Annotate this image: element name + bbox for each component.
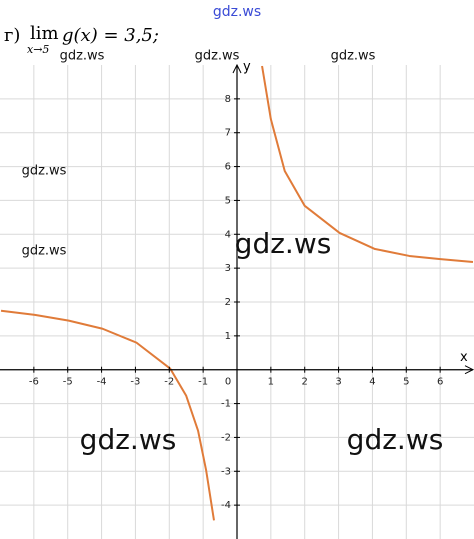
x-arrow bbox=[464, 365, 474, 375]
x-tick-label: 4 bbox=[369, 377, 375, 388]
x-tick-label: 0 bbox=[225, 377, 231, 388]
x-tick-label: -3 bbox=[130, 377, 140, 388]
curve bbox=[0, 65, 474, 521]
expression: g(x) = 3,5; bbox=[62, 25, 159, 46]
watermark: gdz.ws bbox=[213, 4, 261, 20]
watermark: gdz.ws bbox=[235, 227, 332, 260]
watermark: gdz.ws bbox=[347, 423, 444, 456]
axes: -6 -5 -4 -3 -2 -1 0 1 2 3 4 5 6 -4 -3 -2 -1 1 2 3 4 5 6 7 8 x y bbox=[0, 60, 474, 539]
y-tick-label: 1 bbox=[225, 331, 231, 342]
x-tick-label: 2 bbox=[302, 377, 308, 388]
x-tick-label: -6 bbox=[29, 377, 39, 388]
watermark: gdz.ws bbox=[195, 49, 240, 64]
y-tick-label: -4 bbox=[221, 500, 231, 511]
y-tick-label: 6 bbox=[225, 162, 231, 173]
x-tick-label: -4 bbox=[97, 377, 107, 388]
y-tick-label: -1 bbox=[221, 399, 231, 410]
watermark: gdz.ws bbox=[80, 423, 177, 456]
x-tick-label: 6 bbox=[437, 377, 443, 388]
x-tick-label: -1 bbox=[198, 377, 208, 388]
lim: lim bbox=[30, 23, 59, 44]
watermark: gdz.ws bbox=[331, 49, 376, 64]
y-axis-label: y bbox=[243, 60, 251, 75]
y-tick-label: 8 bbox=[225, 94, 231, 105]
y-tick-label: 3 bbox=[225, 263, 231, 274]
y-tick-label: -3 bbox=[221, 466, 231, 477]
y-tick-label: 4 bbox=[225, 229, 231, 240]
curves bbox=[0, 65, 474, 521]
y-tick-label: -2 bbox=[221, 432, 231, 443]
x-tick-label: -2 bbox=[164, 377, 174, 388]
watermark: gdz.ws bbox=[22, 164, 67, 179]
y-arrow bbox=[232, 63, 242, 74]
x-tick-label: 5 bbox=[403, 377, 409, 388]
watermark: gdz.ws bbox=[22, 244, 67, 259]
x-axis-label: x bbox=[460, 350, 468, 365]
watermark: gdz.ws bbox=[60, 49, 105, 64]
x-tick-label: 1 bbox=[268, 377, 274, 388]
y-tick-label: 2 bbox=[225, 297, 231, 308]
x-tick-label: 3 bbox=[335, 377, 341, 388]
task-prefix: г) bbox=[4, 25, 20, 46]
lim-under: x→5 bbox=[27, 43, 49, 56]
y-tick-label: 5 bbox=[225, 195, 231, 206]
x-tick-label: -5 bbox=[63, 377, 73, 388]
y-tick-label: 7 bbox=[225, 128, 231, 139]
